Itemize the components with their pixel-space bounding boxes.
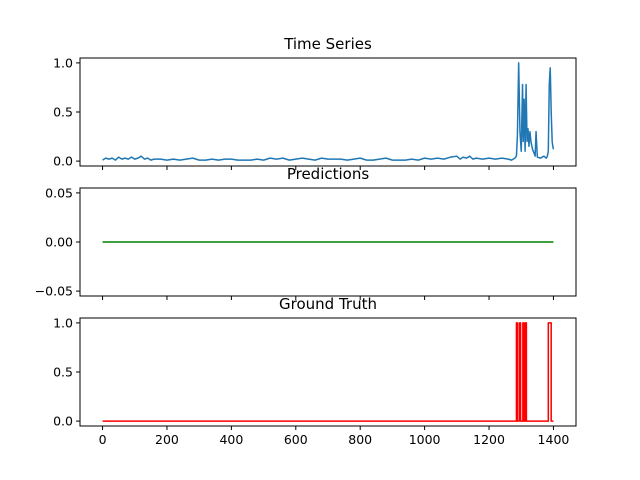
time-series-ytick-label-0: 0.0 [53, 154, 73, 169]
ground-truth-series-line-0 [102, 322, 554, 422]
time-series-panel: 0.0 0.5 1.0 Time Series [53, 35, 577, 170]
ground-truth-xtick-label-5: 1000 [409, 432, 441, 447]
ground-truth-xtick-label-0: 0 [99, 432, 107, 447]
time-series-ytick-label-1: 0.5 [53, 105, 73, 120]
predictions-title: Predictions [287, 165, 370, 183]
ground-truth-axes-frame [79, 317, 577, 427]
ground-truth-xtick-label-6: 1200 [473, 432, 505, 447]
ground-truth-xtick-label-7: 1400 [538, 432, 570, 447]
ground-truth-ytick-label-2: 1.0 [53, 315, 73, 330]
ground-truth-xtick-label-3: 600 [284, 432, 308, 447]
ground-truth-xtick-label-4: 800 [348, 432, 372, 447]
time-series-ytick-label-2: 1.0 [53, 55, 73, 70]
ground-truth-panel: 0.0 0.5 1.0 0 200 400 600 800 1000 1200 1400 Ground… [53, 295, 577, 447]
predictions-ytick-label-2: 0.05 [45, 185, 73, 200]
predictions-ytick-label-0: −0.05 [35, 284, 73, 299]
time-series-axes-frame [79, 57, 577, 167]
predictions-panel: −0.05 0.00 0.05 Predictions [35, 165, 577, 300]
predictions-ytick-label-1: 0.00 [45, 235, 73, 250]
ground-truth-ytick-label-0: 0.0 [53, 414, 73, 429]
ground-truth-xtick-label-1: 200 [155, 432, 179, 447]
ground-truth-title: Ground Truth [279, 295, 377, 313]
ground-truth-ytick-label-1: 0.5 [53, 365, 73, 380]
time-series-series-line-0 [102, 62, 555, 161]
time-series-title: Time Series [283, 35, 372, 53]
ground-truth-xtick-label-2: 400 [219, 432, 243, 447]
